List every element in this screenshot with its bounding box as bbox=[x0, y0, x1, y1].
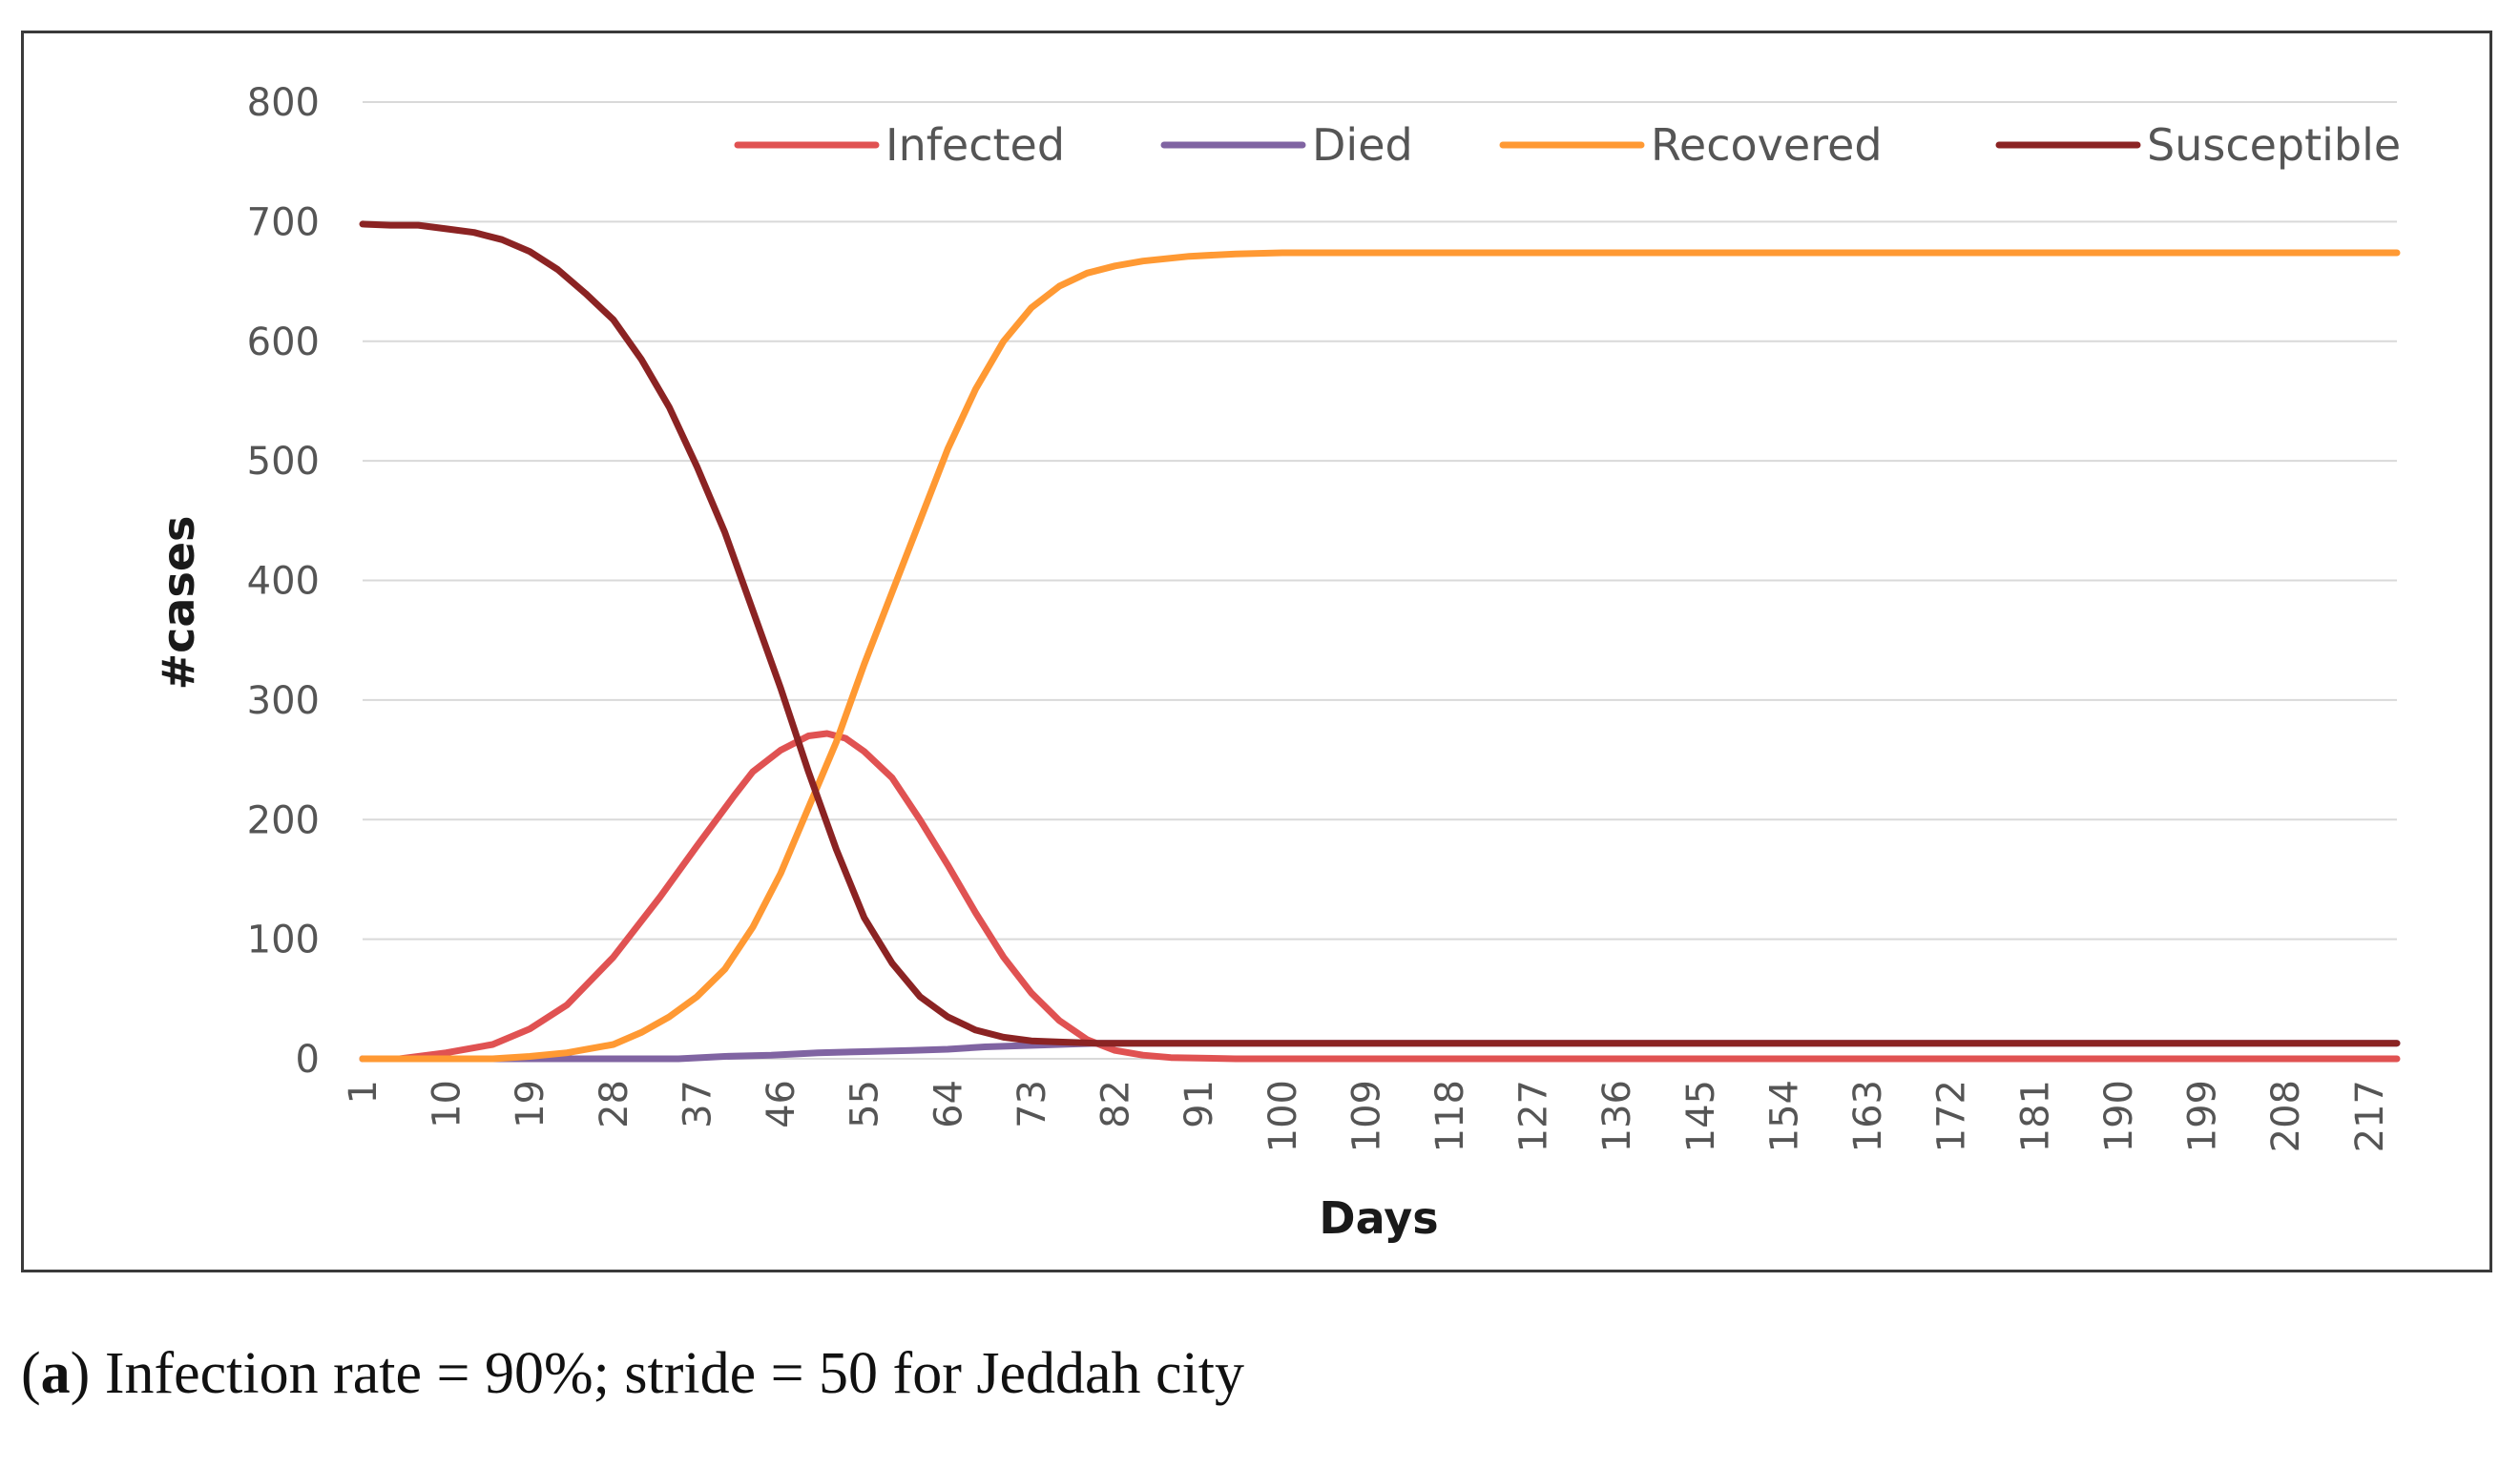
x-tick-label: 82 bbox=[1094, 1080, 1138, 1128]
series-lines bbox=[359, 220, 2401, 1063]
y-tick-labels: 0 100 200 300 400 500 600 700 800 bbox=[247, 81, 320, 1082]
series-line-susceptible bbox=[359, 220, 2401, 1047]
x-tick-label: 46 bbox=[760, 1080, 803, 1128]
y-tick-label: 600 bbox=[247, 320, 320, 364]
x-tick-label: 136 bbox=[1595, 1080, 1639, 1152]
x-tick-labels: 1 10 19 28 37 46 55 64 73 82 91 100 109 118 127 136 145 1… bbox=[342, 1080, 2392, 1152]
x-tick-label: 217 bbox=[2348, 1080, 2392, 1152]
x-tick-label: 190 bbox=[2097, 1080, 2141, 1152]
legend-label-susceptible: Susceptible bbox=[2147, 119, 2401, 171]
chart-frame: 0 100 200 300 400 500 600 700 800 1 10 19 28 37 46 55 6… bbox=[21, 31, 2492, 1272]
x-tick-label: 163 bbox=[1846, 1080, 1890, 1152]
x-tick-label: 19 bbox=[509, 1080, 552, 1128]
x-axis-title: Days bbox=[1319, 1192, 1438, 1244]
y-tick-label: 300 bbox=[247, 679, 320, 723]
legend-label-died: Died bbox=[1312, 119, 1413, 171]
x-tick-label: 10 bbox=[426, 1080, 469, 1128]
y-tick-label: 100 bbox=[247, 919, 320, 962]
y-tick-label: 0 bbox=[296, 1038, 320, 1082]
legend-label-recovered: Recovered bbox=[1651, 119, 1883, 171]
x-tick-label: 199 bbox=[2181, 1080, 2225, 1152]
series-line-infected bbox=[359, 730, 2401, 1063]
x-tick-label: 181 bbox=[2013, 1080, 2057, 1152]
x-tick-label: 64 bbox=[927, 1080, 970, 1128]
x-tick-label: 28 bbox=[593, 1080, 636, 1128]
x-tick-label: 73 bbox=[1010, 1080, 1054, 1128]
figure-caption: (a) Infection rate = 90%; stride = 50 fo… bbox=[21, 1341, 1244, 1406]
x-tick-label: 208 bbox=[2264, 1080, 2308, 1152]
x-tick-label: 118 bbox=[1428, 1080, 1472, 1152]
line-chart: 0 100 200 300 400 500 600 700 800 1 10 19 28 37 46 55 6… bbox=[153, 81, 2401, 1244]
y-axis-title: #cases bbox=[153, 516, 204, 691]
x-tick-label: 154 bbox=[1762, 1080, 1806, 1152]
caption-text: Infection rate = 90%; stride = 50 for Je… bbox=[90, 1341, 1244, 1406]
legend-label-infected: Infected bbox=[885, 119, 1065, 171]
y-tick-label: 800 bbox=[247, 81, 320, 125]
y-tick-label: 200 bbox=[247, 798, 320, 842]
x-tick-label: 145 bbox=[1679, 1080, 1723, 1152]
y-tick-label: 400 bbox=[247, 560, 320, 604]
x-tick-label: 109 bbox=[1344, 1080, 1388, 1152]
x-tick-label: 55 bbox=[843, 1080, 887, 1128]
x-tick-label: 172 bbox=[1930, 1080, 1974, 1152]
caption-label: a bbox=[40, 1341, 71, 1406]
x-tick-label: 91 bbox=[1177, 1080, 1221, 1128]
x-tick-label: 1 bbox=[342, 1080, 385, 1104]
series-line-recovered bbox=[359, 249, 2401, 1063]
y-tick-label: 500 bbox=[247, 440, 320, 484]
gridlines bbox=[363, 101, 2397, 1060]
y-tick-label: 700 bbox=[247, 200, 320, 244]
x-tick-label: 100 bbox=[1261, 1080, 1305, 1152]
x-tick-label: 127 bbox=[1512, 1080, 1556, 1152]
x-tick-label: 37 bbox=[676, 1080, 719, 1128]
legend: Infected Died Recovered Susceptible bbox=[734, 119, 2401, 171]
